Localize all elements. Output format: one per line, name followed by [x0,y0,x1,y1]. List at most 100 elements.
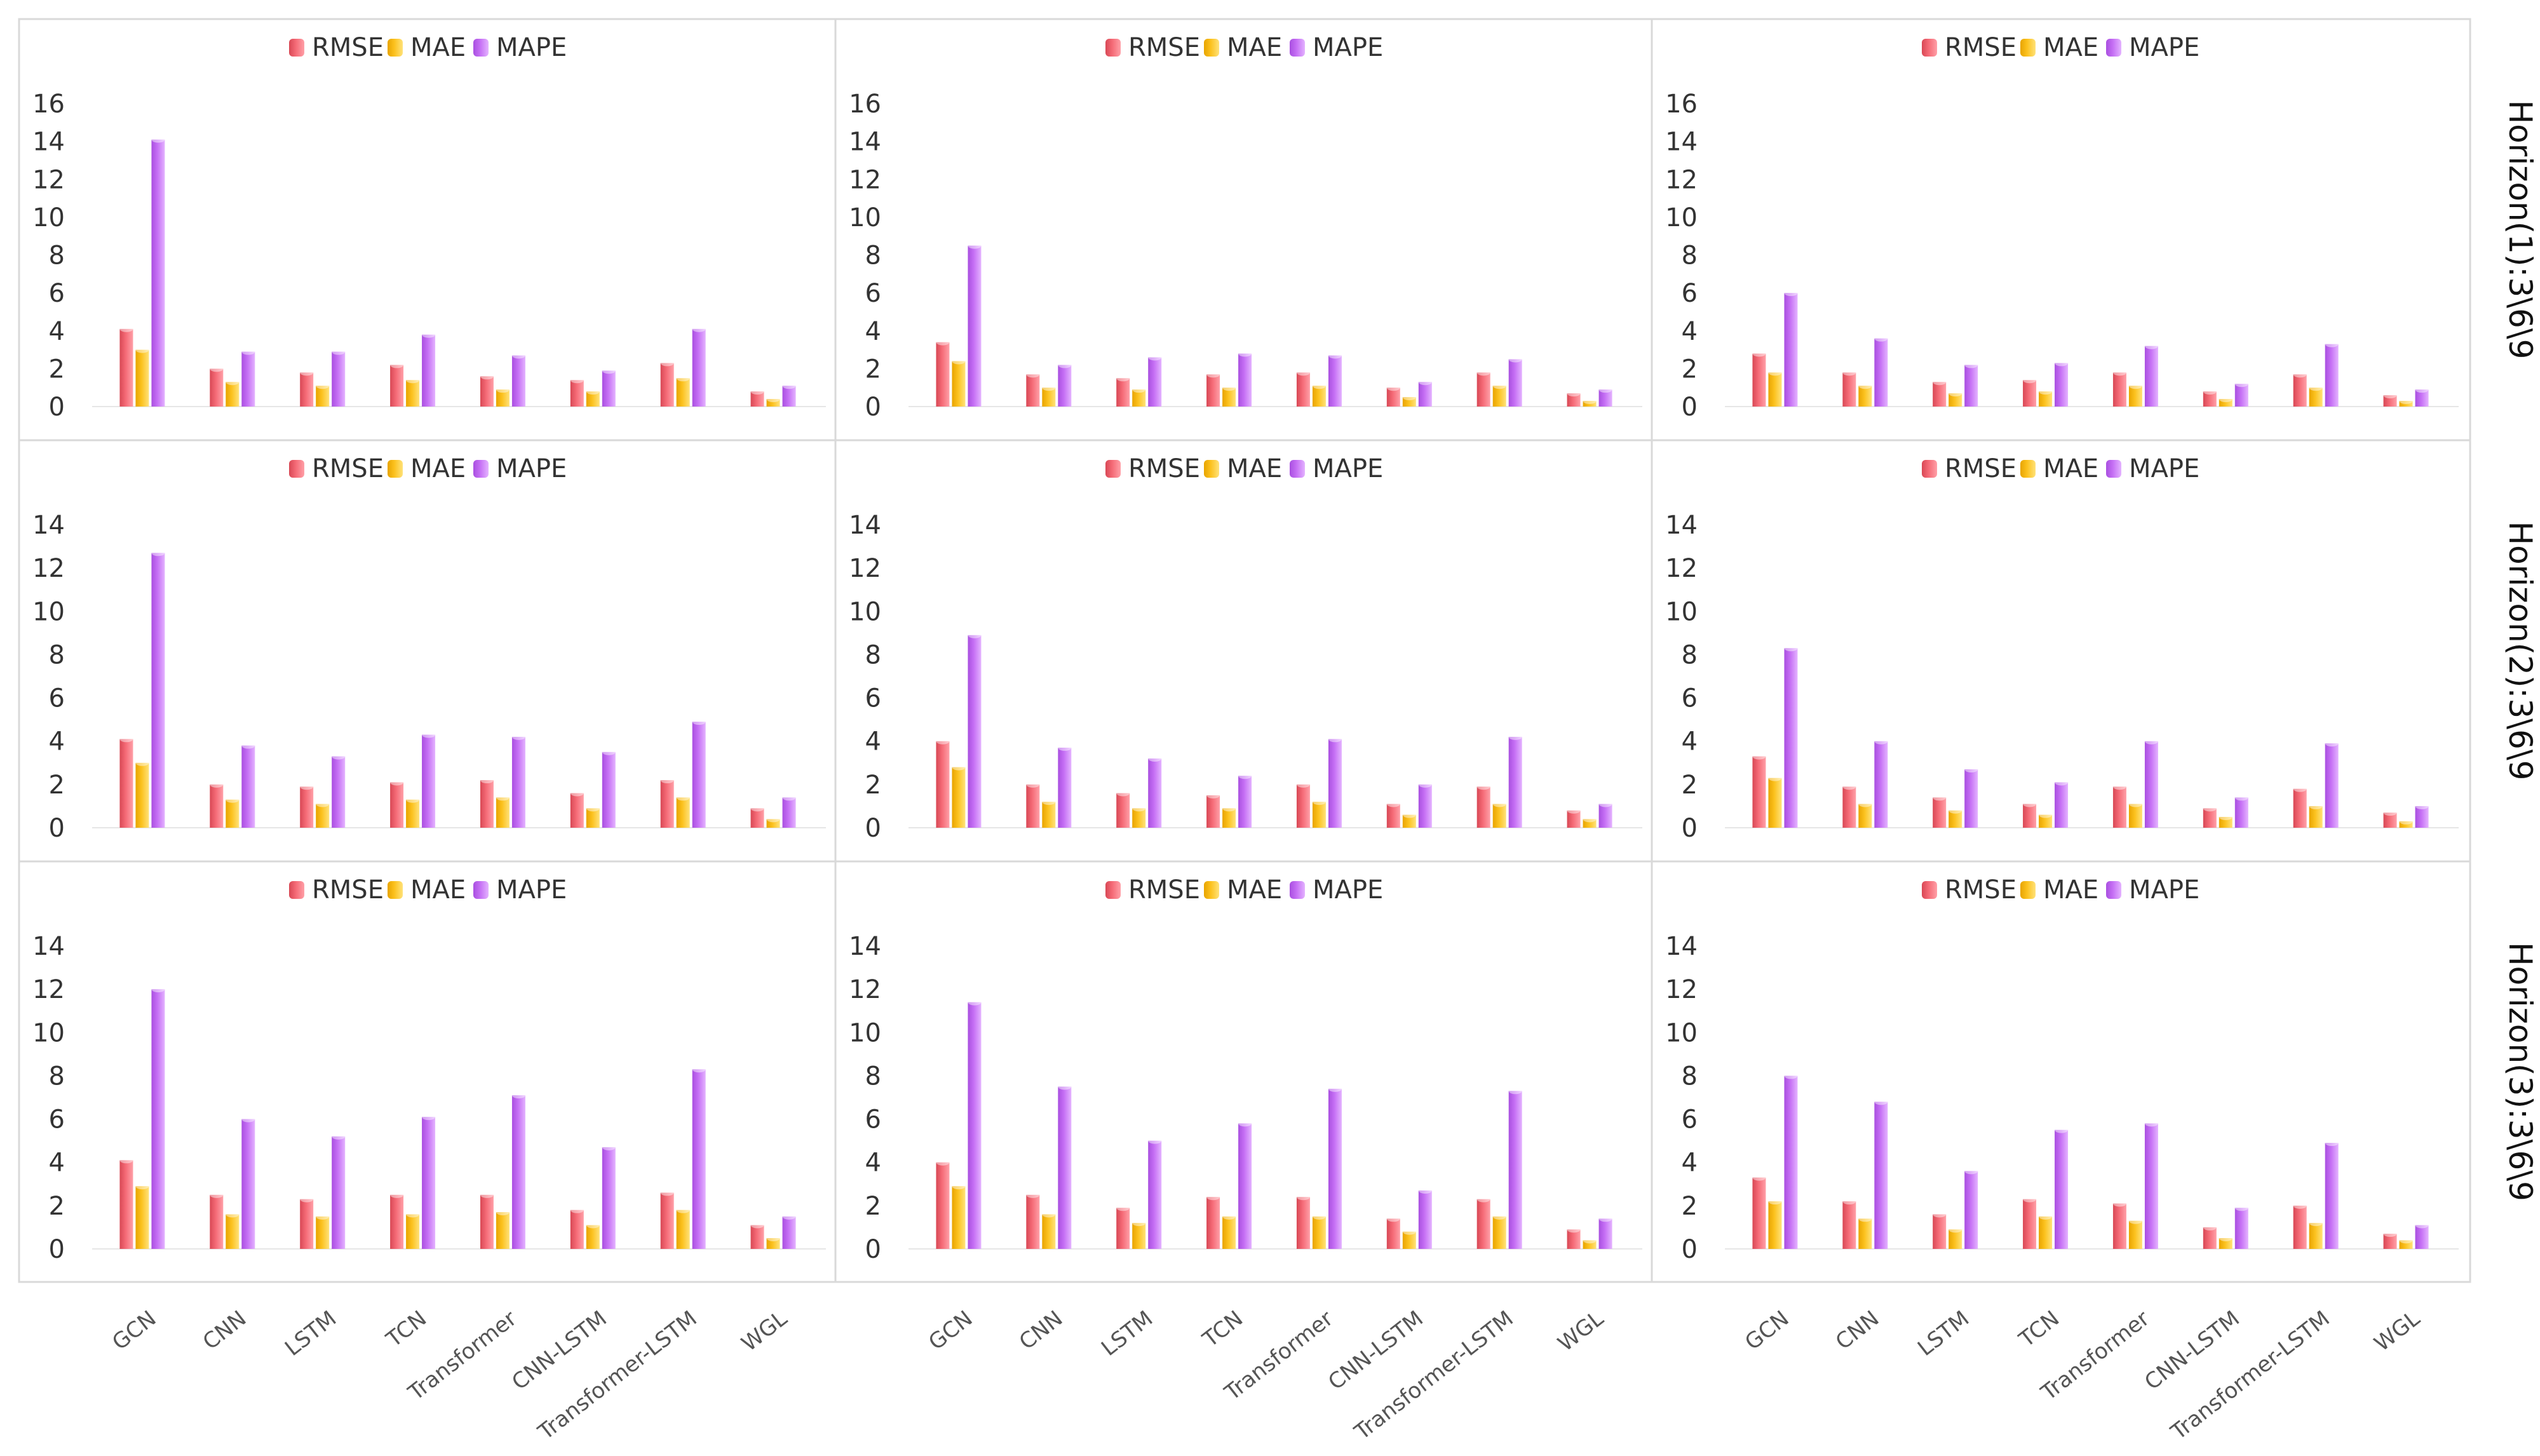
chart-panel-r2-c3: RMSE MAE MAPE 0 2 4 6 8 10 12 14 [1665,454,2459,843]
y-tick-label: 2 [49,354,65,384]
bar-cap [2039,1213,2053,1220]
legend-swatch-mae [1204,881,1219,899]
bar-mape-gcn [151,989,165,1249]
bar-rmse-cnn-lstm [570,380,584,407]
bar-cap [1583,398,1597,405]
bar-mape-lstm [332,1136,346,1249]
y-tick-label: 0 [865,1235,881,1264]
bar-cap [241,742,255,749]
x-tick-label: CNN [1015,1306,1067,1355]
y-tick-label: 12 [849,554,881,583]
bar-cap [1874,738,1888,745]
y-tick-label: 8 [49,241,65,271]
y-tick-label: 16 [849,90,881,119]
bar-mae-cnn-lstm [586,391,600,407]
bar-cap [936,1159,950,1166]
y-tick-label: 8 [49,640,65,670]
bar-mape-tcn [422,734,436,828]
bar-mape-wgl [1598,1218,1612,1249]
y-tick-label: 10 [849,597,881,626]
bar-cap [936,738,950,745]
bar-cap [2055,779,2069,786]
bar-rmse-cnn [1842,372,1856,407]
bar-mape-transformer-lstm [1508,736,1522,828]
bar-cap [1874,1098,1888,1105]
legend-label-mape: MAPE [1313,33,1383,62]
bar-mae-tcn [1222,808,1236,828]
bar-cap [1508,733,1522,740]
bar-cap [1296,1194,1310,1201]
bar-cap [1842,783,1856,790]
bar-cap [1026,371,1040,378]
bar-cap [496,386,510,393]
bar-cap [1598,1215,1612,1222]
bar-mae-transformer [2128,804,2142,828]
bar-rmse-transformer-lstm [1476,786,1490,828]
bar-cap [2309,384,2323,391]
bar-cap [660,777,674,784]
legend-label-rmse: RMSE [1945,454,2016,483]
bar-cap [1402,1228,1416,1235]
bar-cap [151,136,165,143]
bar-cap [1964,1168,1978,1175]
bar-mape-cnn [241,351,255,407]
bar-mape-gcn [1784,648,1798,828]
bar-cap [570,1206,584,1213]
bar-mape-lstm [1964,769,1978,828]
legend-label-mape: MAPE [2129,875,2199,905]
chart-panel-r3-c1: RMSE MAE MAPE 0 2 4 6 8 10 12 14 [32,875,826,1264]
bar-cap [1567,390,1581,397]
bar-cap [2128,382,2142,389]
legend-label-mape: MAPE [1313,875,1383,905]
bar-rmse-cnn-lstm [1386,804,1400,828]
bar-cap [1402,394,1416,401]
bar-cap [1842,1198,1856,1205]
bar-mae-transformer-lstm [2309,806,2323,828]
y-tick-label: 12 [1665,975,1698,1004]
bar-mape-transformer-lstm [2325,1143,2339,1249]
bar-rmse-transformer [1296,784,1310,828]
bar-rmse-wgl [1567,810,1581,828]
bar-cap [119,325,133,332]
legend-swatch-rmse [1105,39,1121,57]
bar-mape-tcn [1238,1123,1252,1249]
legend: RMSE MAE MAPE [289,33,567,62]
bar-mae-cnn [226,799,240,828]
legend-label-mae: MAE [410,33,466,62]
bar-rmse-wgl [750,808,764,828]
bar-cap [750,388,764,395]
x-tick-label: CNN [198,1306,251,1355]
bar-cap [2203,388,2217,395]
bar-rmse-cnn-lstm [1386,388,1400,407]
bar-cap [2203,1223,2217,1230]
bar-mae-transformer-lstm [2309,1223,2323,1249]
bar-mape-wgl [2415,1225,2429,1249]
bar-cap [676,794,690,801]
bar-mape-lstm [1964,1171,1978,1249]
y-tick-label: 10 [32,1018,65,1048]
bar-mae-wgl [766,1237,780,1249]
bar-cap [422,331,436,338]
bar-rmse-cnn-lstm [2203,391,2217,407]
bar-cap [1492,1213,1506,1220]
bar-cap [1567,1226,1581,1233]
bar-rmse-transformer-lstm [2293,374,2307,407]
bar-mae-gcn [1768,778,1782,828]
bar-cap [2415,386,2429,393]
bar-mape-tcn [422,1117,436,1249]
bar-mae-tcn [1222,388,1236,407]
legend: RMSE MAE MAPE [289,454,567,483]
bar-mae-tcn [1222,1216,1236,1249]
y-tick-label: 10 [1665,203,1698,233]
bar-cap [135,346,149,353]
bar-mae-cnn [1042,802,1056,828]
bar-cap [1132,386,1146,393]
bar-mape-lstm [1148,357,1162,407]
bar-mape-tcn [1238,353,1252,407]
bar-cap [1058,744,1072,751]
y-tick-label: 0 [49,814,65,843]
bar-cap [602,367,616,374]
bar-mae-lstm [316,1216,330,1249]
bar-cap [692,1066,706,1073]
x-tick-label: GCN [924,1306,977,1356]
